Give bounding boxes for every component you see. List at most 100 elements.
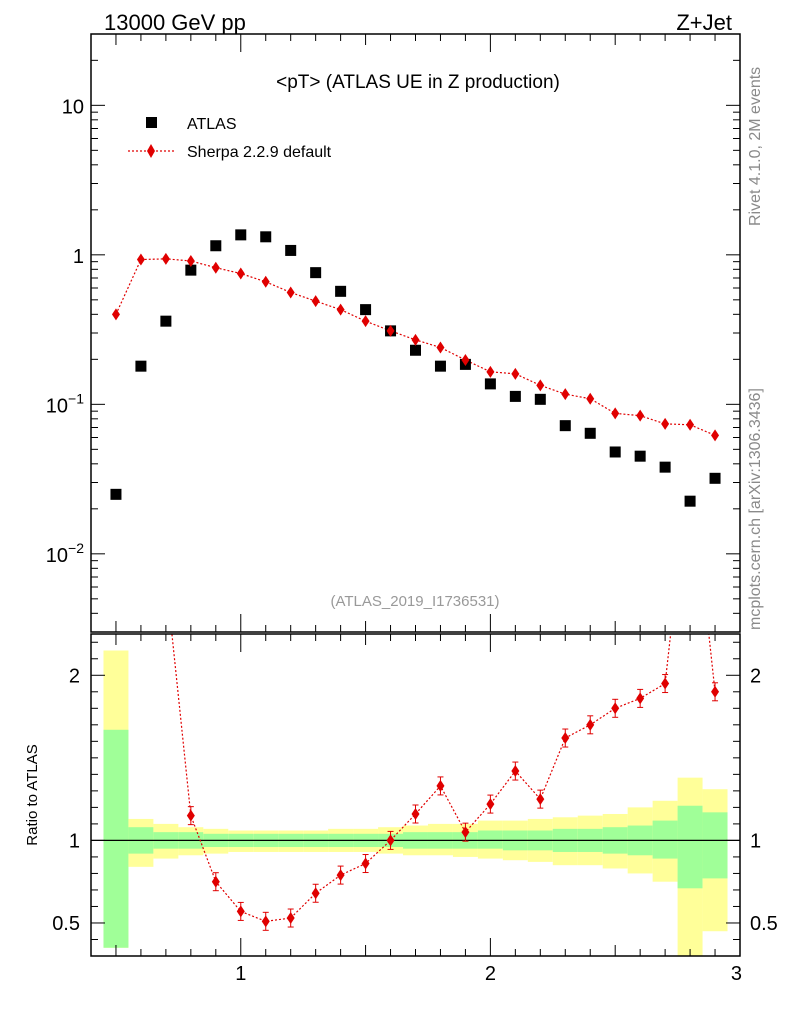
inner-band-bin [103,729,129,948]
lower-y-tick-label: 1 [69,830,80,852]
sherpa-point [636,409,645,422]
upper-x-ticks [90,34,741,632]
inner-band-bin [477,830,503,849]
ratio-point [386,834,395,847]
upper-y-axis: 10 1 10−1 10−2 [46,33,740,633]
atlas-point [285,244,297,256]
analysis-id: (ATLAS_2019_I1736531) [330,593,499,610]
rivet-version-label: Rivet 4.1.0, 2M events [747,67,764,226]
sherpa-point [186,254,195,267]
lower-y-tick-label-right: 1 [750,830,761,852]
sherpa-point [286,286,295,299]
sherpa-point [536,379,545,392]
atlas-point [210,240,222,252]
x-axis: 1 2 3 [90,634,742,985]
lower-y-tick-label-right: 0.5 [750,913,778,935]
ratio-point [311,887,320,900]
atlas-point [235,229,247,241]
ratio-point [711,685,720,698]
sherpa-point [361,315,370,328]
atlas-point [609,446,621,458]
mcplots-label: mcplots.cern.ch [arXiv:1306.3436] [747,388,764,630]
atlas-point [559,420,571,432]
atlas-point [310,267,322,279]
ratio-point [411,807,420,820]
sherpa-point [411,333,420,346]
atlas-point [135,360,147,372]
atlas-point [160,315,172,327]
ratio-point [511,765,520,778]
atlas-point [684,495,696,507]
legend-sherpa-label: Sherpa 2.2.9 default [187,144,332,161]
ratio-axis-label: Ratio to ATLAS [24,744,41,845]
ratio-point [186,809,195,822]
sherpa-point [511,367,520,380]
sherpa-point [261,275,270,288]
sherpa-point [386,324,395,337]
atlas-point [709,472,721,484]
atlas-point [260,231,272,243]
inner-band-bin [702,812,728,879]
sherpa-point [461,353,470,366]
atlas-point [110,488,122,500]
upper-y-tick-label: 10−1 [46,390,84,417]
atlas-point [335,285,347,297]
ratio-point [286,912,295,925]
lower-y-axis: 0.5 0.5 1 1 2 2 [52,641,778,957]
upper-y-tick-label: 10 [62,96,84,118]
sherpa-point [486,365,495,378]
ratio-point [661,677,670,690]
sherpa-point [711,429,720,442]
ratio-point [261,915,270,928]
upper-panel: 10 1 10−1 10−2 <pT> (ATLAS UE in Z producti… [46,33,741,633]
lower-panel: 0.5 0.5 1 1 2 2 1 2 3 Ratio to ATLAS [24,633,778,985]
ratio-point [586,718,595,731]
atlas-point [584,427,596,439]
ratio-data-marks [171,634,720,931]
ratio-point [436,779,445,792]
ratio-point [636,692,645,705]
inner-band-bin [652,820,678,859]
sherpa-point [611,407,620,420]
upper-data-marks [110,229,721,507]
sherpa-point [211,261,220,274]
upper-y-tick-label: 10−2 [46,540,84,567]
sherpa-point [586,392,595,405]
sherpa-point [436,341,445,354]
energy-label: 13000 GeV pp [104,10,246,35]
inner-band-bin [677,805,703,889]
atlas-point [534,393,546,405]
sherpa-point [336,303,345,316]
ratio-point [561,732,570,745]
ratio-point [361,857,370,870]
sherpa-point [236,267,245,280]
legend-atlas-label: ATLAS [187,116,237,133]
atlas-point [659,461,671,473]
atlas-point [434,360,446,372]
legend: ATLAS Sherpa 2.2.9 default [128,116,332,161]
ratio-point [536,793,545,806]
lower-y-tick-label: 2 [69,665,80,687]
uncertainty-bands [103,650,728,956]
x-tick-label: 3 [731,963,742,985]
sherpa-point [561,388,570,401]
ratio-line [171,634,716,922]
atlas-point [410,344,421,356]
atlas-point [634,450,646,462]
atlas-point [360,304,372,316]
sherpa-point [111,308,120,321]
legend-sherpa-marker [147,144,155,158]
x-tick-label: 1 [235,963,246,985]
chart-title: <pT> (ATLAS UE in Z production) [276,72,560,93]
ratio-point [611,702,620,715]
sherpa-point [311,295,320,308]
sherpa-point [686,418,695,431]
ratio-point [486,798,495,811]
atlas-point [509,390,521,402]
ratio-point [211,875,220,888]
atlas-point [484,378,496,390]
sherpa-point [661,417,670,430]
x-tick-label: 2 [485,963,496,985]
ratio-point [461,826,470,839]
